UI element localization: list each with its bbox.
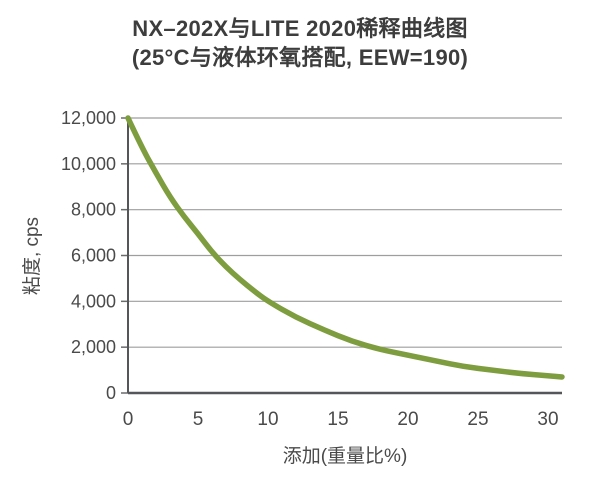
y-axis-label: 粘度, cps bbox=[21, 217, 43, 295]
y-tick-label-10000: 10,000 bbox=[61, 154, 116, 174]
chart-title: NX–202X与LITE 2020稀释曲线图 bbox=[132, 16, 468, 41]
y-tick-label-12000: 12,000 bbox=[61, 108, 116, 128]
chart-subtitle: (25°C与液体环氧搭配, EEW=190) bbox=[131, 45, 469, 70]
x-axis-label: 添加(重量比%) bbox=[283, 445, 408, 467]
x-tick-label-5: 5 bbox=[193, 409, 204, 430]
x-tick-label-0: 0 bbox=[123, 409, 134, 430]
y-tick-label-0: 0 bbox=[106, 383, 116, 403]
x-tick-label-20: 20 bbox=[397, 409, 418, 430]
y-tick-label-8000: 8,000 bbox=[71, 200, 116, 220]
x-tick-label-10: 10 bbox=[257, 409, 278, 430]
y-tick-label-2000: 2,000 bbox=[71, 337, 116, 357]
dilution-curve-series-0 bbox=[125, 115, 565, 380]
x-tick-label-25: 25 bbox=[467, 409, 488, 430]
y-tick-label-6000: 6,000 bbox=[71, 246, 116, 266]
y-tick-label-4000: 4,000 bbox=[71, 291, 116, 311]
x-tick-label-15: 15 bbox=[327, 409, 348, 430]
x-tick-label-30: 30 bbox=[537, 409, 558, 430]
